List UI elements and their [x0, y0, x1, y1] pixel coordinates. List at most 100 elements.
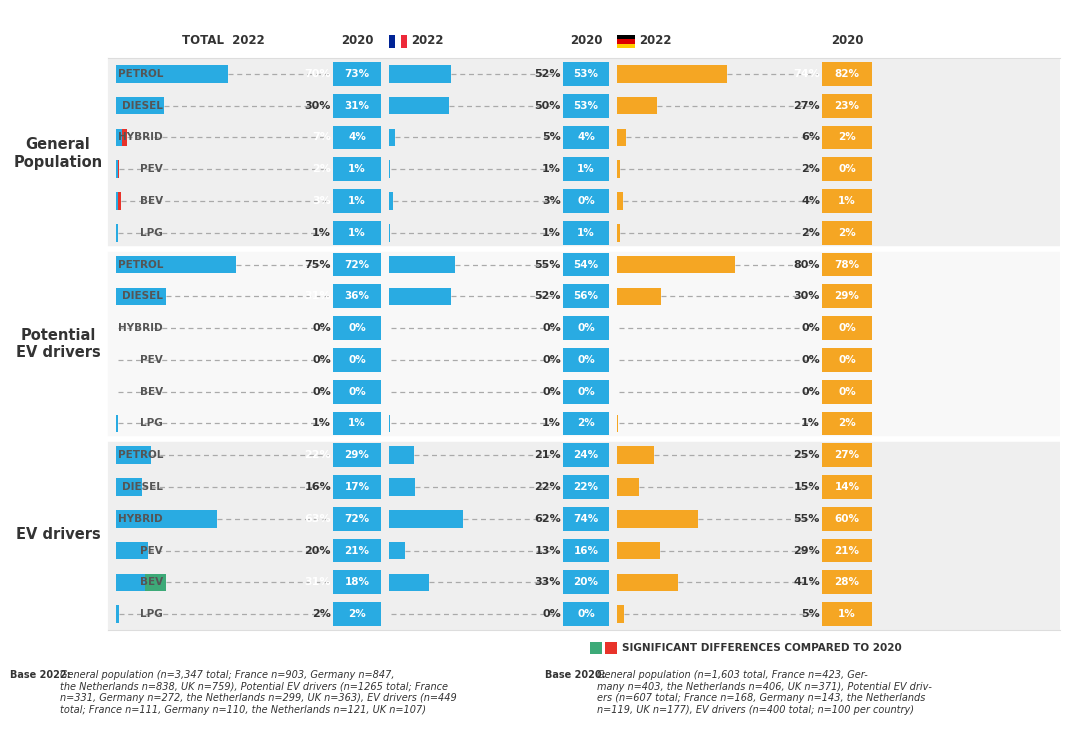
Bar: [617, 478, 639, 496]
Bar: [333, 221, 381, 245]
Text: 13%: 13%: [535, 545, 561, 556]
Bar: [822, 475, 872, 499]
Bar: [822, 443, 872, 467]
Bar: [108, 440, 1060, 630]
Bar: [116, 192, 117, 209]
Bar: [563, 158, 609, 181]
Bar: [822, 189, 872, 213]
Text: 0%: 0%: [838, 387, 856, 397]
Bar: [617, 39, 635, 44]
Bar: [822, 62, 872, 86]
Text: 2%: 2%: [313, 164, 331, 174]
Text: 5%: 5%: [801, 609, 821, 619]
Bar: [617, 510, 699, 528]
Text: 53%: 53%: [573, 101, 599, 111]
Text: 0%: 0%: [577, 196, 595, 206]
Text: 0%: 0%: [542, 609, 561, 619]
Bar: [617, 288, 662, 305]
Bar: [389, 129, 395, 147]
Text: PETROL: PETROL: [117, 450, 163, 460]
Text: 2022: 2022: [411, 34, 444, 47]
Text: 0%: 0%: [348, 323, 366, 333]
Bar: [116, 605, 120, 623]
Text: 18%: 18%: [345, 577, 369, 588]
Bar: [617, 446, 654, 464]
Bar: [333, 284, 381, 309]
Bar: [617, 224, 620, 241]
Text: 23%: 23%: [834, 101, 860, 111]
Bar: [145, 574, 165, 591]
Bar: [116, 446, 152, 464]
Text: 75%: 75%: [304, 260, 331, 269]
Text: 72%: 72%: [345, 514, 369, 524]
Bar: [116, 542, 148, 559]
Text: 2022: 2022: [639, 34, 671, 47]
Bar: [822, 348, 872, 371]
Bar: [389, 288, 451, 305]
Bar: [123, 129, 127, 147]
Text: 31%: 31%: [345, 101, 369, 111]
Text: 1%: 1%: [348, 228, 366, 238]
Text: HYBRID: HYBRID: [118, 132, 163, 142]
Text: 80%: 80%: [794, 260, 821, 269]
Text: 16%: 16%: [304, 482, 331, 492]
Bar: [563, 348, 609, 371]
Text: 31%: 31%: [304, 577, 331, 588]
Bar: [116, 161, 117, 178]
Text: 5%: 5%: [542, 132, 561, 142]
Text: BEV: BEV: [140, 577, 163, 588]
Text: General population (n=1,603 total, France n=423, Ger-
many n=403, the Netherland: General population (n=1,603 total, Franc…: [598, 670, 931, 715]
Bar: [617, 256, 735, 273]
Bar: [333, 158, 381, 181]
Text: 33%: 33%: [535, 577, 561, 588]
Text: 0%: 0%: [838, 323, 856, 333]
Bar: [563, 380, 609, 403]
Bar: [116, 65, 228, 83]
Text: 1%: 1%: [542, 228, 561, 238]
Bar: [822, 316, 872, 340]
Bar: [389, 65, 451, 83]
Bar: [617, 192, 623, 209]
Text: 0%: 0%: [577, 387, 595, 397]
Text: 74%: 74%: [793, 69, 821, 79]
Text: 30%: 30%: [794, 292, 821, 301]
Bar: [822, 126, 872, 149]
Text: 70%: 70%: [304, 69, 331, 79]
Bar: [563, 539, 609, 562]
Text: 14%: 14%: [834, 482, 860, 492]
Text: General
Population: General Population: [14, 137, 102, 169]
Bar: [563, 571, 609, 594]
Text: LPG: LPG: [140, 609, 163, 619]
Text: 1%: 1%: [313, 228, 331, 238]
Bar: [617, 44, 635, 48]
Text: 1%: 1%: [577, 164, 595, 174]
Text: 1%: 1%: [577, 228, 595, 238]
Bar: [617, 97, 657, 115]
Text: 17%: 17%: [345, 482, 369, 492]
Bar: [333, 475, 381, 499]
Bar: [333, 62, 381, 86]
Text: 0%: 0%: [542, 355, 561, 365]
Text: DIESEL: DIESEL: [122, 482, 163, 492]
Text: 56%: 56%: [573, 292, 599, 301]
Text: HYBRID: HYBRID: [118, 514, 163, 524]
Text: 0%: 0%: [348, 355, 366, 365]
Text: 22%: 22%: [535, 482, 561, 492]
Text: 28%: 28%: [834, 577, 860, 588]
Bar: [822, 158, 872, 181]
Text: BEV: BEV: [140, 196, 163, 206]
Bar: [563, 443, 609, 467]
Bar: [116, 288, 165, 305]
Text: 52%: 52%: [535, 69, 561, 79]
Bar: [617, 65, 727, 83]
Text: 0%: 0%: [313, 387, 331, 397]
Text: PETROL: PETROL: [117, 69, 163, 79]
Text: 2%: 2%: [313, 609, 331, 619]
Bar: [822, 221, 872, 245]
Text: 1%: 1%: [348, 196, 366, 206]
Text: 2020: 2020: [831, 34, 863, 47]
Text: 36%: 36%: [345, 292, 369, 301]
Text: 21%: 21%: [834, 545, 860, 556]
Bar: [617, 161, 620, 178]
Bar: [116, 256, 236, 273]
